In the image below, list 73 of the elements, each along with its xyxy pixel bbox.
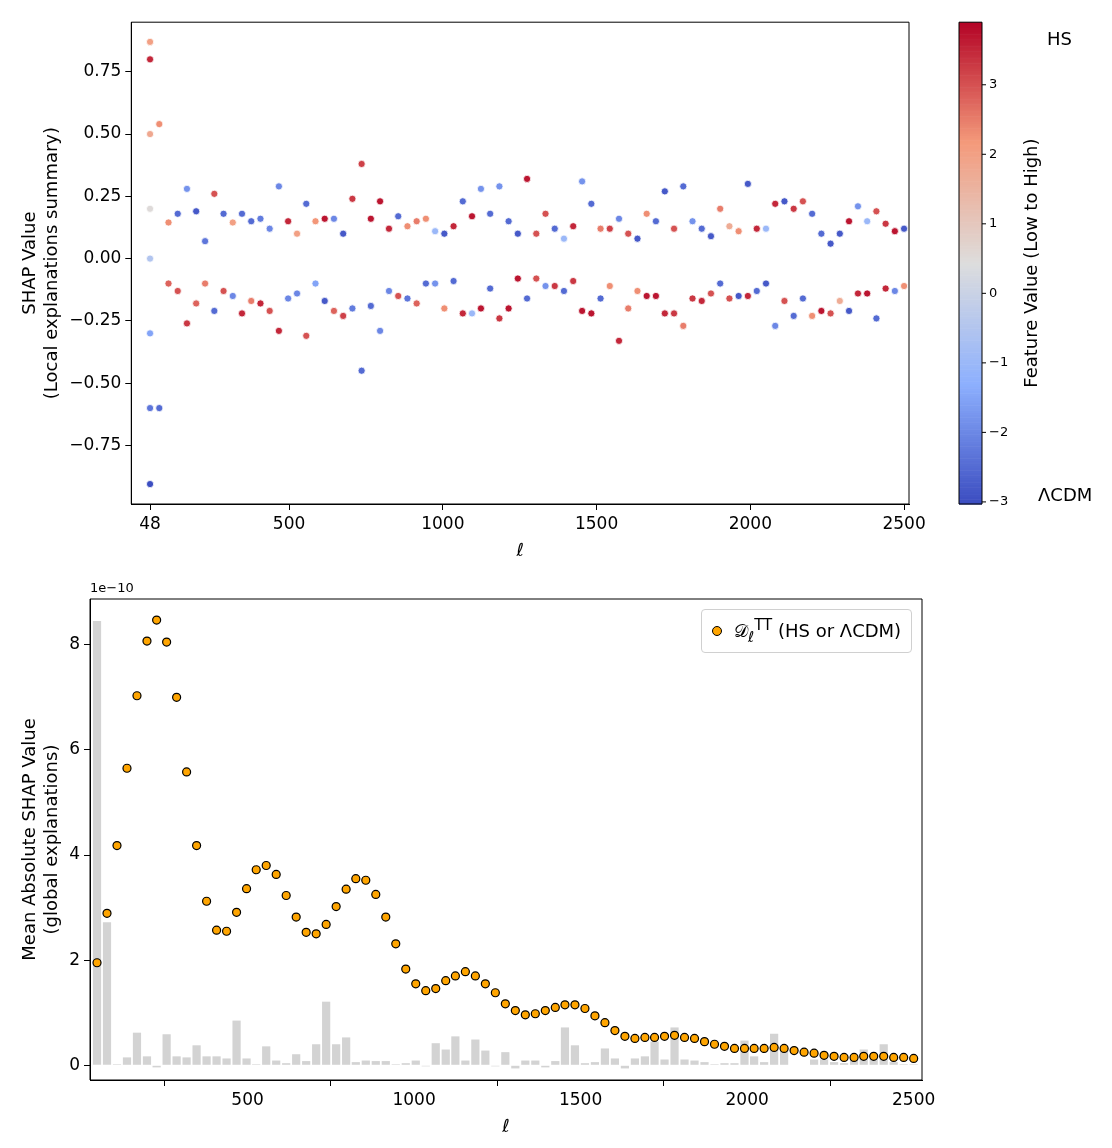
bar [102, 922, 112, 1065]
bar [760, 1062, 769, 1065]
bar [92, 621, 102, 1065]
bar [302, 1061, 311, 1065]
y-tick-label: −0.25 [69, 309, 122, 330]
y-tick-label: 8 [69, 633, 81, 654]
x-tick-label: 1000 [392, 1088, 436, 1109]
text: ΛCDM [1038, 483, 1093, 505]
x-tick-label: 2000 [728, 512, 772, 533]
bar [471, 1039, 480, 1065]
bar [630, 1058, 640, 1065]
bar [531, 1060, 540, 1065]
color-bar-title: Feature Value (Low to High) [1019, 138, 1041, 388]
x-tick-label: 2000 [725, 1088, 769, 1109]
x-tick-label: 500 [231, 1088, 264, 1109]
bar [381, 1061, 390, 1065]
y-tick-label: 2 [69, 948, 81, 969]
y-tick-label: 0.50 [83, 122, 122, 143]
bar [272, 1060, 281, 1065]
y-axis-title: SHAP Value (Local explanations summary) [18, 126, 62, 400]
color-bar-label: 2 [989, 145, 998, 161]
bar [351, 1062, 360, 1065]
color-bar-label: 3 [989, 76, 998, 92]
bar [560, 1027, 570, 1065]
bar [481, 1050, 490, 1065]
x-tick-label: 2500 [882, 512, 926, 533]
bar [342, 1037, 351, 1065]
bar [142, 1056, 152, 1065]
color-bar-label: −1 [989, 354, 1009, 370]
bar [521, 1060, 530, 1065]
color-bar-label: −2 [989, 423, 1009, 439]
bar [262, 1046, 271, 1065]
x-axis-title: ℓ [515, 538, 524, 560]
bar [461, 1060, 470, 1065]
bar [570, 1045, 580, 1065]
bar [162, 1034, 171, 1065]
y-tick-label: 0.75 [83, 60, 122, 81]
bar [600, 1048, 610, 1065]
legend-label: 𝒟$_{ℓ}$$^{TT}$ (HS or ΛCDM) [734, 616, 902, 646]
x-tick-label: 2500 [892, 1088, 936, 1109]
bar [610, 1058, 620, 1065]
y-axis-title: Mean Absolute SHAP Value (global explanations) [18, 718, 62, 961]
y-tick-label: 4 [69, 843, 81, 864]
bar [132, 1032, 142, 1065]
bar [371, 1061, 380, 1065]
bar [292, 1054, 301, 1065]
bar [501, 1052, 510, 1065]
bar [431, 1043, 440, 1065]
y-tick-label: 0 [69, 1053, 81, 1074]
y-tick-label: −0.75 [69, 433, 122, 454]
y-tick-label: −0.50 [69, 371, 122, 392]
y-tick-label: 0.00 [83, 247, 122, 268]
color-bar-label: 1 [989, 215, 998, 231]
text: HS [1047, 27, 1072, 49]
x-tick-label: 48 [139, 512, 161, 533]
x-tick-label: 1000 [421, 512, 465, 533]
bar [590, 1062, 600, 1065]
x-tick-label: 1500 [574, 512, 619, 533]
bar [551, 1061, 560, 1065]
y-tick-label: 6 [69, 738, 81, 759]
color-bar-label: −3 [989, 493, 1009, 509]
x-tick-label: 1500 [558, 1088, 603, 1109]
bar [312, 1044, 321, 1065]
x-tick-label: 500 [272, 512, 306, 533]
x-axis-title: ℓ [501, 1114, 510, 1136]
y-tick-label: 0.25 [83, 184, 122, 205]
text: 1e−10 [90, 579, 134, 595]
bar [122, 1057, 132, 1065]
bar [322, 1001, 331, 1065]
bar [332, 1044, 341, 1065]
bar [411, 1060, 420, 1065]
color-bar-label: 0 [989, 284, 998, 300]
bar [361, 1060, 370, 1065]
